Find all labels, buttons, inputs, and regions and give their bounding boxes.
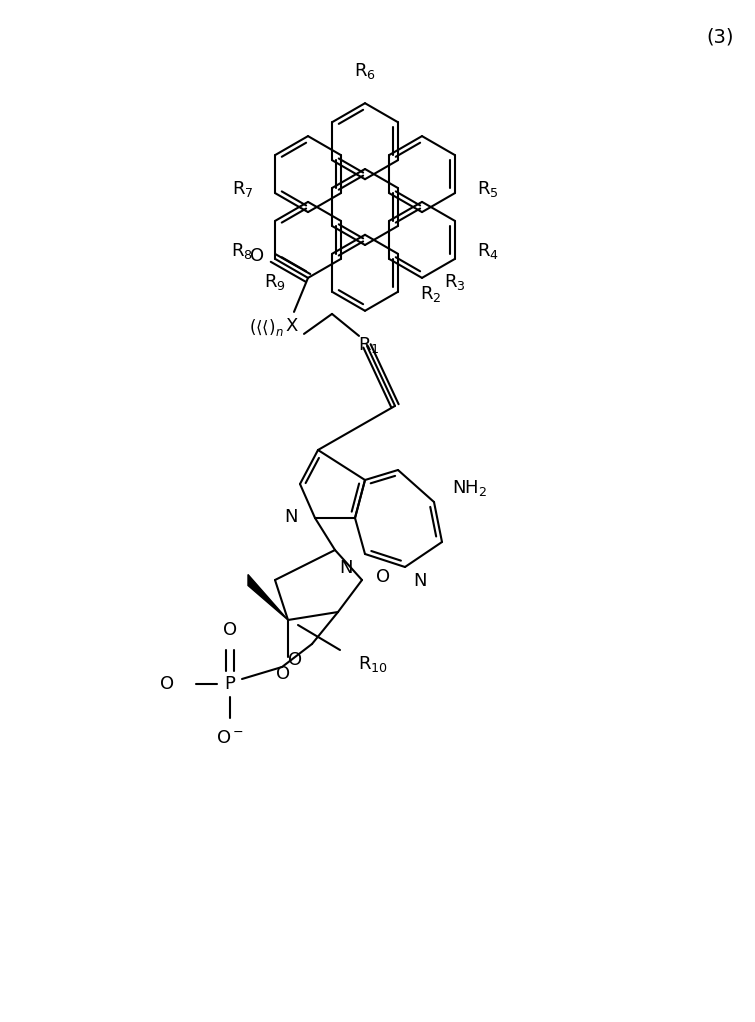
Text: O$^-$: O$^-$ xyxy=(216,729,244,747)
Text: R$_1$: R$_1$ xyxy=(358,335,380,355)
Text: N: N xyxy=(413,572,427,590)
Polygon shape xyxy=(248,574,288,620)
Text: R$_8$: R$_8$ xyxy=(231,241,253,261)
Text: NH$_2$: NH$_2$ xyxy=(452,478,487,498)
Text: R$_3$: R$_3$ xyxy=(444,272,466,292)
Text: P: P xyxy=(224,675,236,693)
Text: O: O xyxy=(288,651,302,669)
Text: R$_5$: R$_5$ xyxy=(477,179,498,199)
Text: R$_9$: R$_9$ xyxy=(264,272,286,292)
Text: N: N xyxy=(340,559,353,577)
Text: R$_4$: R$_4$ xyxy=(477,241,499,261)
Text: R$_{10}$: R$_{10}$ xyxy=(358,654,388,673)
Text: O: O xyxy=(223,621,237,639)
Text: O: O xyxy=(276,665,290,683)
Text: R$_7$: R$_7$ xyxy=(232,179,253,199)
Text: N: N xyxy=(285,508,298,526)
Text: O: O xyxy=(160,675,174,693)
Text: (3): (3) xyxy=(706,28,734,46)
Text: ($\langle\langle$)$_n$: ($\langle\langle$)$_n$ xyxy=(249,318,284,338)
Text: O: O xyxy=(250,247,264,265)
Text: R$_2$: R$_2$ xyxy=(420,284,442,304)
Text: X: X xyxy=(286,317,298,335)
Text: R$_6$: R$_6$ xyxy=(354,61,376,81)
Text: O: O xyxy=(376,568,390,586)
